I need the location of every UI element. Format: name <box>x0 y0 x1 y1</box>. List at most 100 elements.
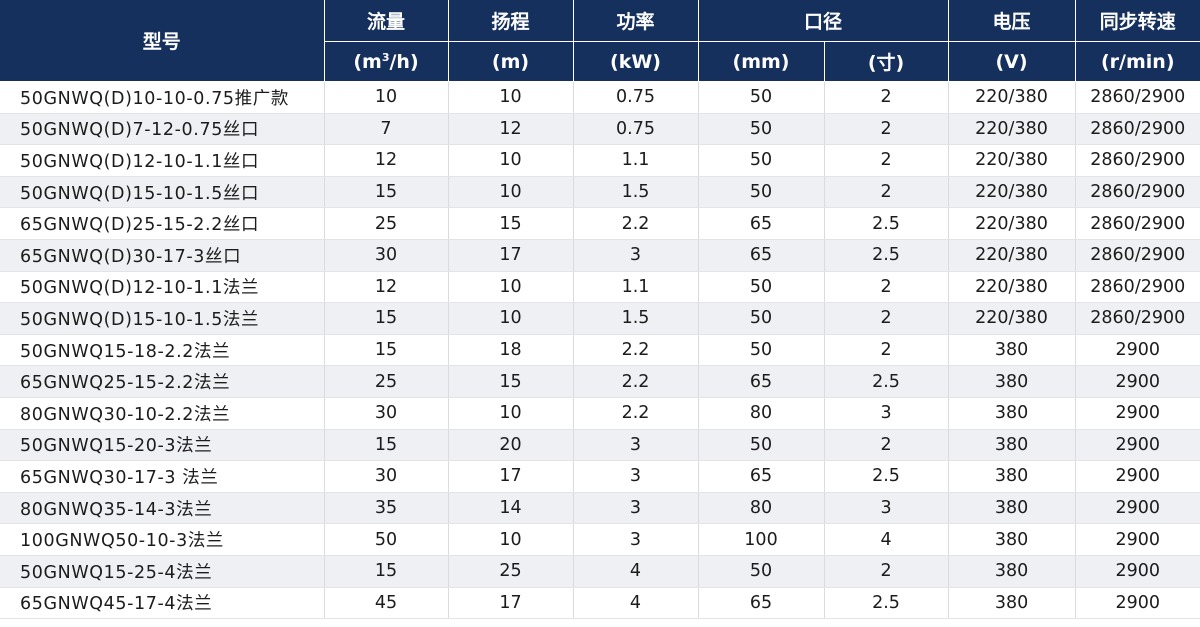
header-model: 型号 <box>0 0 325 82</box>
cell-flow: 12 <box>324 144 449 177</box>
cell-caliber-cun: 3 <box>824 492 949 525</box>
cell-caliber-mm: 50 <box>698 113 825 146</box>
header-caliber: 口径 <box>697 0 949 42</box>
cell-speed: 2900 <box>1075 492 1200 525</box>
cell-caliber-mm: 65 <box>698 239 825 272</box>
cell-caliber-cun: 2.5 <box>824 587 949 620</box>
cell-power: 2.2 <box>573 365 699 398</box>
cell-speed: 2900 <box>1075 365 1200 398</box>
cell-flow: 30 <box>324 460 449 493</box>
cell-caliber-cun: 2.5 <box>824 207 949 240</box>
table-row: 50GNWQ(D)12-10-1.1丝口 12 10 1.1 50 2 220/380 286… <box>0 144 1200 177</box>
cell-speed: 2900 <box>1075 523 1200 556</box>
cell-head: 17 <box>448 239 574 272</box>
cell-head: 14 <box>448 492 574 525</box>
cell-head: 10 <box>448 144 574 177</box>
cell-speed: 2900 <box>1075 460 1200 493</box>
table-row: 80GNWQ30-10-2.2法兰 30 10 2.2 80 3 380 2900 <box>0 397 1200 430</box>
cell-caliber-cun: 2 <box>824 113 949 146</box>
cell-model: 65GNWQ(D)25-15-2.2丝口 <box>0 207 325 240</box>
cell-caliber-cun: 2 <box>824 176 949 209</box>
cell-model: 80GNWQ35-14-3法兰 <box>0 492 325 525</box>
header-voltage: 电压 <box>947 0 1076 42</box>
cell-model: 65GNWQ30-17-3 法兰 <box>0 460 325 493</box>
cell-power: 0.75 <box>573 113 699 146</box>
cell-head: 10 <box>448 523 574 556</box>
cell-head: 10 <box>448 397 574 430</box>
cell-power: 0.75 <box>573 81 699 114</box>
cell-caliber-mm: 50 <box>698 429 825 462</box>
cell-power: 4 <box>573 587 699 620</box>
cell-power: 1.5 <box>573 302 699 335</box>
cell-caliber-cun: 2.5 <box>824 460 949 493</box>
cell-model: 50GNWQ(D)15-10-1.5法兰 <box>0 302 325 335</box>
cell-voltage: 220/380 <box>948 302 1076 335</box>
cell-head: 12 <box>448 113 574 146</box>
cell-voltage: 380 <box>948 555 1076 588</box>
cell-head: 25 <box>448 555 574 588</box>
cell-model: 65GNWQ25-15-2.2法兰 <box>0 365 325 398</box>
cell-caliber-cun: 2 <box>824 302 949 335</box>
table-header: 型号 流量 扬程 功率 口径 电压 同步转速 (m3/h) (m) (kW) (… <box>0 0 1200 82</box>
cell-caliber-mm: 65 <box>698 207 825 240</box>
cell-power: 1.1 <box>573 271 699 304</box>
cell-caliber-mm: 50 <box>698 176 825 209</box>
cell-speed: 2900 <box>1075 587 1200 620</box>
cell-power: 4 <box>573 555 699 588</box>
cell-speed: 2860/2900 <box>1075 176 1200 209</box>
cell-power: 3 <box>573 492 699 525</box>
cell-caliber-mm: 80 <box>698 397 825 430</box>
unit-flow: (m3/h) <box>323 41 449 82</box>
cell-voltage: 220/380 <box>948 271 1076 304</box>
cell-voltage: 380 <box>948 492 1076 525</box>
table-row: 50GNWQ(D)10-10-0.75推广款 10 10 0.75 50 2 220/380… <box>0 81 1200 114</box>
cell-model: 50GNWQ(D)7-12-0.75丝口 <box>0 113 325 146</box>
cell-head: 15 <box>448 365 574 398</box>
cell-flow: 10 <box>324 81 449 114</box>
cell-caliber-mm: 65 <box>698 460 825 493</box>
cell-caliber-mm: 50 <box>698 555 825 588</box>
cell-caliber-cun: 2 <box>824 334 949 367</box>
table-row: 65GNWQ(D)25-15-2.2丝口 25 15 2.2 65 2.5 220/380 2… <box>0 207 1200 240</box>
cell-head: 10 <box>448 271 574 304</box>
header-speed: 同步转速 <box>1074 0 1200 42</box>
cell-model: 50GNWQ(D)15-10-1.5丝口 <box>0 176 325 209</box>
cell-caliber-mm: 50 <box>698 302 825 335</box>
cell-head: 10 <box>448 176 574 209</box>
table-body: 50GNWQ(D)10-10-0.75推广款 10 10 0.75 50 2 220/380… <box>0 81 1200 620</box>
cell-caliber-mm: 50 <box>698 81 825 114</box>
cell-speed: 2860/2900 <box>1075 239 1200 272</box>
table-row: 50GNWQ(D)15-10-1.5法兰 15 10 1.5 50 2 220/380 286… <box>0 302 1200 335</box>
cell-model: 50GNWQ(D)10-10-0.75推广款 <box>0 81 325 114</box>
table-row: 100GNWQ50-10-3法兰 50 10 3 100 4 380 2900 <box>0 523 1200 556</box>
cell-flow: 7 <box>324 113 449 146</box>
table-row: 65GNWQ30-17-3 法兰 30 17 3 65 2.5 380 2900 <box>0 460 1200 493</box>
cell-head: 10 <box>448 81 574 114</box>
cell-power: 3 <box>573 460 699 493</box>
cell-speed: 2860/2900 <box>1075 81 1200 114</box>
unit-caliber-cun: (寸) <box>823 41 949 82</box>
header-power: 功率 <box>572 0 699 42</box>
cell-head: 10 <box>448 302 574 335</box>
cell-voltage: 380 <box>948 334 1076 367</box>
cell-power: 2.2 <box>573 397 699 430</box>
cell-model: 65GNWQ45-17-4法兰 <box>0 587 325 620</box>
cell-flow: 15 <box>324 429 449 462</box>
table-row: 50GNWQ15-18-2.2法兰 15 18 2.2 50 2 380 2900 <box>0 334 1200 367</box>
unit-power: (kW) <box>572 41 699 82</box>
table-row: 50GNWQ(D)15-10-1.5丝口 15 10 1.5 50 2 220/380 286… <box>0 176 1200 209</box>
cell-speed: 2860/2900 <box>1075 144 1200 177</box>
cell-head: 15 <box>448 207 574 240</box>
cell-head: 17 <box>448 587 574 620</box>
cell-head: 18 <box>448 334 574 367</box>
cell-speed: 2860/2900 <box>1075 271 1200 304</box>
cell-model: 65GNWQ(D)30-17-3丝口 <box>0 239 325 272</box>
cell-caliber-mm: 50 <box>698 271 825 304</box>
cell-model: 50GNWQ15-25-4法兰 <box>0 555 325 588</box>
cell-flow: 15 <box>324 302 449 335</box>
cell-caliber-cun: 2.5 <box>824 365 949 398</box>
cell-power: 2.2 <box>573 334 699 367</box>
cell-voltage: 220/380 <box>948 207 1076 240</box>
table-row: 50GNWQ(D)7-12-0.75丝口 7 12 0.75 50 2 220/380 286… <box>0 113 1200 146</box>
cell-caliber-mm: 65 <box>698 587 825 620</box>
